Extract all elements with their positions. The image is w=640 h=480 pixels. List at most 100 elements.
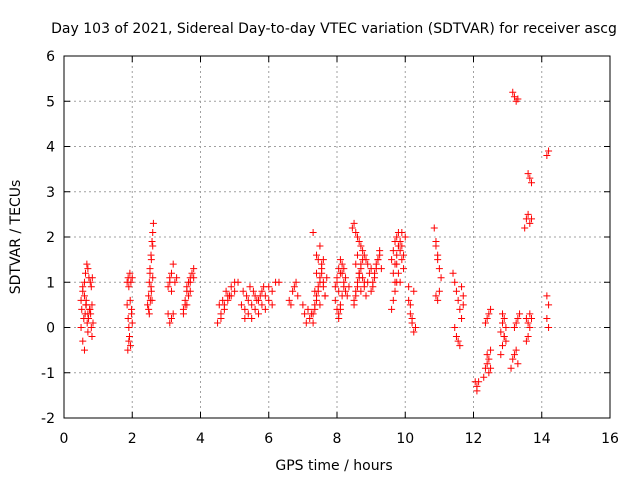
data-point [144,301,152,309]
data-point [335,287,343,295]
data-point [179,310,187,318]
data-point [452,333,460,341]
data-point [243,292,251,300]
data-point [393,260,401,268]
data-point [316,278,324,286]
data-point [400,265,408,273]
data-point [227,283,235,291]
data-point [357,242,365,250]
data-point [124,314,132,322]
data-point [348,224,356,232]
data-point [430,224,438,232]
data-point [401,233,409,241]
data-point [255,310,263,318]
data-point [459,292,467,300]
data-point [350,219,358,227]
data-point [309,319,317,327]
data-point [148,238,156,246]
data-point [128,274,136,282]
data-point [80,292,88,300]
data-point [388,305,396,313]
data-point [323,274,331,282]
data-point [369,283,377,291]
data-point [353,233,361,241]
x-tick-label: 16 [601,431,619,447]
data-point [125,324,133,331]
x-tick-label: 10 [396,431,414,447]
data-point [145,305,153,313]
data-point [125,283,133,291]
data-point [374,256,382,264]
data-point [524,333,532,341]
data-point [302,319,310,327]
data-point [173,274,181,282]
data-point [265,296,273,304]
data-point [350,301,358,309]
data-point [483,314,491,322]
data-point [499,319,507,327]
data-point [393,233,401,241]
data-point [510,351,518,359]
data-point [487,364,495,372]
data-point [311,305,319,313]
data-point [258,287,266,295]
data-point [87,324,95,331]
data-point [84,328,92,336]
data-point [487,346,495,354]
data-point [80,346,88,354]
data-point [480,373,488,381]
data-point [167,287,175,295]
data-point [333,278,341,286]
data-point [149,219,157,227]
data-point [514,95,522,103]
data-point [499,342,507,350]
data-point [360,251,368,259]
data-point [80,314,88,322]
data-point [458,283,466,291]
data-point [309,310,317,318]
data-point [451,324,459,331]
data-point [394,242,402,250]
y-tick-label: 6 [46,49,55,65]
data-point [84,265,92,273]
data-point [434,296,442,304]
data-point [149,228,157,236]
data-point [220,305,228,313]
data-point [393,251,401,259]
data-point [217,314,225,322]
data-point [432,292,440,300]
data-point [485,355,493,363]
data-point [398,256,406,264]
data-point [244,296,252,304]
data-point [410,328,418,336]
data-point [83,260,91,268]
data-point [481,319,489,327]
data-point [231,287,239,295]
data-point [336,256,344,264]
data-point [352,292,360,300]
data-point [372,265,380,273]
data-point [434,256,442,264]
data-point [128,305,136,313]
data-point [306,314,314,322]
data-point [88,333,96,341]
data-point [357,287,365,295]
data-point [146,269,154,277]
x-tick-label: 0 [60,431,69,447]
data-point [543,152,551,160]
data-point [226,292,234,300]
data-point [331,296,339,304]
data-point [376,247,384,255]
data-point [526,174,534,182]
data-point [367,287,375,295]
data-point [260,283,268,291]
data-point [145,310,153,318]
data-point [362,292,370,300]
data-point [82,296,90,304]
data-point [241,314,249,322]
x-tick-label: 14 [533,431,551,447]
data-point [524,210,532,218]
data-point [411,324,419,331]
